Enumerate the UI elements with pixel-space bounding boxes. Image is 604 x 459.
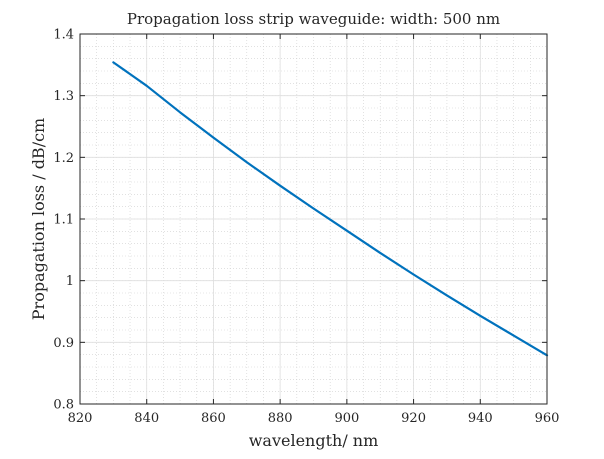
x-tick-label: 920 (401, 411, 426, 426)
chart-title: Propagation loss strip waveguide: width:… (127, 10, 500, 28)
x-tick-label: 820 (68, 411, 93, 426)
y-tick-label: 1.1 (53, 213, 74, 228)
x-tick-label: 900 (334, 411, 359, 426)
series-layer (112, 61, 549, 357)
x-axis-label: wavelength/ nm (249, 431, 379, 450)
y-tick-label: 0.8 (53, 398, 74, 413)
x-tick-label: 940 (468, 411, 493, 426)
x-tick-label: 880 (268, 411, 293, 426)
y-tick-label: 1.4 (53, 28, 74, 43)
series-line (112, 61, 549, 357)
x-tick-label: 840 (134, 411, 159, 426)
ticks (79, 33, 548, 405)
y-tick-label: 1.2 (53, 151, 74, 166)
y-axis-label: Propagation loss / dB/cm (29, 118, 48, 320)
y-tick-label: 0.9 (53, 336, 74, 351)
major-grid (79, 33, 548, 405)
y-tick-label: 1 (66, 274, 74, 289)
tick-labels: 820 840 860 880 900 920 940 960 0.8 0.9 1 1.1 1.2 1.3… (53, 28, 559, 427)
x-tick-label: 860 (201, 411, 226, 426)
x-tick-label: 960 (535, 411, 560, 426)
y-tick-label: 1.3 (53, 89, 74, 104)
